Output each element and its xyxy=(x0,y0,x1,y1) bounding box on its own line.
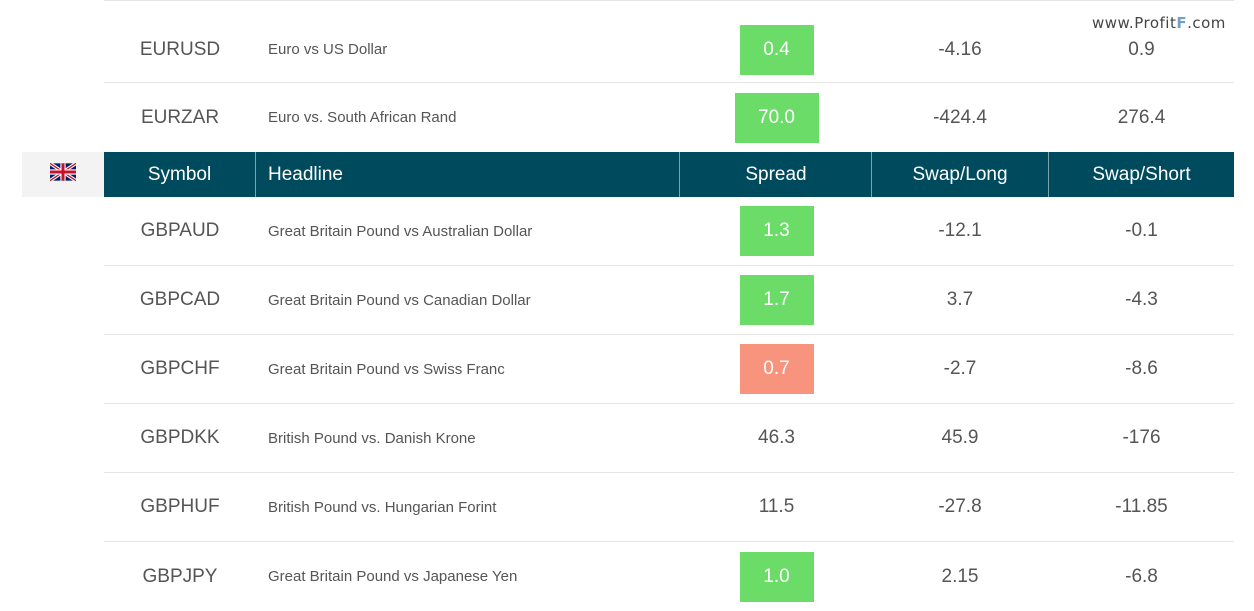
header-swap-long[interactable]: Swap/Long xyxy=(872,152,1049,197)
swap-short-cell: -176 xyxy=(1122,427,1161,448)
headline-cell: Great Britain Pound vs Canadian Dollar xyxy=(268,291,531,309)
symbol-cell: GBPDKK xyxy=(140,427,220,448)
spread-badge: 70.0 xyxy=(734,92,819,143)
table-row: GBPDKK British Pound vs. Danish Krone 46… xyxy=(104,404,1234,473)
spread-badge: 1.3 xyxy=(739,206,814,256)
swap-short-cell: -11.85 xyxy=(1115,496,1168,517)
spread-badge: 0.4 xyxy=(739,24,814,75)
swap-long-cell: -424.4 xyxy=(933,106,987,128)
spread-badge: 1.0 xyxy=(739,551,814,602)
table-row: GBPCAD Great Britain Pound vs Canadian D… xyxy=(104,266,1234,335)
header-symbol[interactable]: Symbol xyxy=(104,152,256,197)
table-row: EURUSD Euro vs US Dollar 0.4 -4.16 0.9 xyxy=(104,0,1234,83)
spread-cell: 46.3 xyxy=(758,427,795,448)
swap-long-cell: 3.7 xyxy=(946,289,974,310)
swap-long-cell: -12.1 xyxy=(938,220,982,241)
headline-cell: Euro vs US Dollar xyxy=(268,41,388,58)
swap-short-cell: 276.4 xyxy=(1117,106,1166,128)
symbol-cell: GBPHUF xyxy=(140,496,220,517)
swap-long-cell: 2.15 xyxy=(941,565,979,587)
table-row: GBPHUF British Pound vs. Hungarian Forin… xyxy=(104,473,1234,542)
swap-long-cell: 45.9 xyxy=(941,427,979,448)
symbol-cell: EURZAR xyxy=(140,106,220,128)
spread-cell: 1.0 xyxy=(682,542,871,611)
uk-flag-icon xyxy=(50,163,76,181)
table-row: GBPAUD Great Britain Pound vs Australian… xyxy=(104,197,1234,266)
table-row: GBPJPY Great Britain Pound vs Japanese Y… xyxy=(104,542,1234,611)
headline-cell: British Pound vs. Danish Krone xyxy=(268,429,476,447)
symbol-cell: GBPAUD xyxy=(140,220,220,241)
swap-short-cell: -0.1 xyxy=(1125,220,1158,241)
header-headline[interactable]: Headline xyxy=(256,152,680,197)
site-watermark: www.ProfitF.com xyxy=(1092,14,1226,32)
swap-short-cell: -8.6 xyxy=(1125,358,1158,379)
spread-badge: 0.7 xyxy=(739,344,814,394)
headline-cell: Euro vs. South African Rand xyxy=(268,109,457,126)
spread-cell: 1.3 xyxy=(682,197,871,265)
headline-cell: Great Britain Pound vs Australian Dollar xyxy=(268,222,533,240)
header-spread[interactable]: Spread xyxy=(681,152,872,197)
spread-cell: 0.4 xyxy=(682,15,871,84)
swap-short-cell: -6.8 xyxy=(1125,565,1158,587)
headline-cell: Great Britain Pound vs Japanese Yen xyxy=(268,568,518,585)
symbol-cell: GBPCAD xyxy=(139,289,221,310)
region-flag-cell xyxy=(22,152,104,197)
headline-cell: British Pound vs. Hungarian Forint xyxy=(268,498,497,516)
table-row: EURZAR Euro vs. South African Rand 70.0 … xyxy=(104,83,1234,152)
currency-pairs-table: EURUSD Euro vs US Dollar 0.4 -4.16 0.9 E… xyxy=(104,0,1234,611)
swap-short-cell: 0.9 xyxy=(1128,38,1155,60)
spread-cell: 1.7 xyxy=(682,266,871,334)
spread-cell: 11.5 xyxy=(758,496,795,517)
swap-long-cell: -4.16 xyxy=(938,38,982,60)
table-row: GBPCHF Great Britain Pound vs Swiss Fran… xyxy=(104,335,1234,404)
spread-badge: 1.7 xyxy=(739,275,814,325)
table-header: Symbol Headline Spread Swap/Long Swap/Sh… xyxy=(104,152,1234,197)
header-swap-short[interactable]: Swap/Short xyxy=(1092,163,1191,185)
spread-cell: 0.7 xyxy=(682,335,871,403)
headline-cell: Great Britain Pound vs Swiss Franc xyxy=(268,360,505,378)
swap-short-cell: -4.3 xyxy=(1125,289,1158,310)
swap-long-cell: -27.8 xyxy=(938,496,982,517)
symbol-cell: GBPCHF xyxy=(140,358,220,379)
swap-long-cell: -2.7 xyxy=(943,358,977,379)
symbol-cell: EURUSD xyxy=(139,38,221,60)
symbol-cell: GBPJPY xyxy=(142,565,218,587)
spread-cell: 70.0 xyxy=(682,83,871,152)
